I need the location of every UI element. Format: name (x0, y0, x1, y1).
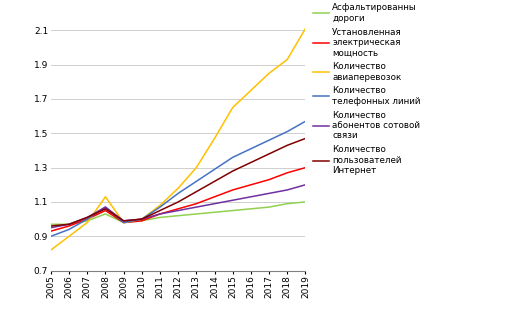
Line: Количество
телефонных линий: Количество телефонных линий (51, 121, 305, 236)
Асфальтированны
дороги (139, 219, 145, 223)
Установленная
электрическая
мощность (266, 178, 272, 182)
Количество
авиаперевозок (121, 220, 127, 224)
Асфальтированны
дороги (84, 219, 90, 223)
Количество
пользователей
Интернет (248, 160, 254, 164)
Количество
пользователей
Интернет (139, 217, 145, 221)
Количество
абонентов сотовой
связи (48, 226, 54, 230)
Установленная
электрическая
мощность (302, 166, 308, 170)
Количество
авиаперевозок (266, 71, 272, 75)
Асфальтированны
дороги (48, 222, 54, 226)
Line: Количество
абонентов сотовой
связи: Количество абонентов сотовой связи (51, 185, 305, 228)
Асфальтированны
дороги (102, 212, 108, 216)
Установленная
электрическая
мощность (175, 207, 181, 211)
Количество
авиаперевозок (193, 166, 200, 170)
Количество
пользователей
Интернет (230, 169, 236, 173)
Количество
абонентов сотовой
связи (302, 183, 308, 187)
Количество
телефонных линий (266, 138, 272, 142)
Количество
телефонных линий (302, 119, 308, 123)
Асфальтированны
дороги (157, 215, 163, 219)
Установленная
электрическая
мощность (193, 202, 200, 206)
Количество
пользователей
Интернет (48, 224, 54, 228)
Количество
телефонных линий (66, 227, 72, 231)
Количество
телефонных линий (139, 217, 145, 221)
Асфальтированны
дороги (211, 210, 217, 214)
Количество
авиаперевозок (248, 88, 254, 92)
Количество
пользователей
Интернет (121, 219, 127, 223)
Количество
авиаперевозок (157, 203, 163, 207)
Количество
абонентов сотовой
связи (211, 202, 217, 206)
Количество
авиаперевозок (102, 195, 108, 199)
Асфальтированны
дороги (175, 214, 181, 218)
Установленная
электрическая
мощность (211, 195, 217, 199)
Количество
телефонных линий (48, 234, 54, 238)
Количество
пользователей
Интернет (211, 180, 217, 183)
Количество
абонентов сотовой
связи (266, 191, 272, 195)
Количество
телефонных линий (211, 167, 217, 171)
Количество
абонентов сотовой
связи (121, 219, 127, 223)
Количество
пользователей
Интернет (157, 209, 163, 213)
Асфальтированны
дороги (266, 205, 272, 209)
Установленная
электрическая
мощность (284, 171, 290, 175)
Legend: Асфальтированны
дороги, Установленная
электрическая
мощность, Количество
авиапер: Асфальтированны дороги, Установленная эл… (313, 3, 421, 175)
Количество
абонентов сотовой
связи (66, 222, 72, 226)
Количество
авиаперевозок (66, 234, 72, 238)
Количество
абонентов сотовой
связи (193, 205, 200, 209)
Установленная
электрическая
мощность (102, 209, 108, 213)
Количество
абонентов сотовой
связи (230, 198, 236, 202)
Количество
абонентов сотовой
связи (102, 205, 108, 209)
Количество
авиаперевозок (284, 57, 290, 61)
Line: Количество
авиаперевозок: Количество авиаперевозок (51, 29, 305, 250)
Установленная
электрическая
мощность (157, 212, 163, 216)
Количество
абонентов сотовой
связи (248, 195, 254, 199)
Количество
телефонных линий (84, 217, 90, 221)
Установленная
электрическая
мощность (84, 217, 90, 221)
Установленная
электрическая
мощность (66, 224, 72, 228)
Количество
пользователей
Интернет (266, 152, 272, 156)
Количество
телефонных линий (193, 180, 200, 183)
Количество
пользователей
Интернет (193, 190, 200, 194)
Количество
авиаперевозок (211, 137, 217, 141)
Line: Количество
пользователей
Интернет: Количество пользователей Интернет (51, 139, 305, 226)
Количество
телефонных линий (175, 191, 181, 195)
Количество
пользователей
Интернет (102, 207, 108, 211)
Количество
телефонных линий (284, 130, 290, 134)
Количество
авиаперевозок (230, 106, 236, 110)
Line: Установленная
электрическая
мощность: Установленная электрическая мощность (51, 168, 305, 231)
Асфальтированны
дороги (193, 212, 200, 216)
Количество
пользователей
Интернет (84, 215, 90, 219)
Количество
телефонных линий (248, 147, 254, 151)
Количество
пользователей
Интернет (66, 222, 72, 226)
Количество
абонентов сотовой
связи (157, 212, 163, 216)
Количество
телефонных линий (157, 205, 163, 209)
Асфальтированны
дороги (66, 222, 72, 226)
Установленная
электрическая
мощность (230, 188, 236, 192)
Количество
телефонных линий (230, 155, 236, 159)
Количество
абонентов сотовой
связи (175, 209, 181, 213)
Количество
авиаперевозок (175, 186, 181, 190)
Количество
телефонных линий (102, 205, 108, 209)
Количество
пользователей
Интернет (284, 143, 290, 147)
Количество
пользователей
Интернет (175, 200, 181, 204)
Количество
абонентов сотовой
связи (284, 188, 290, 192)
Количество
авиаперевозок (302, 27, 308, 31)
Количество
пользователей
Интернет (302, 137, 308, 141)
Количество
авиаперевозок (139, 217, 145, 221)
Установленная
электрическая
мощность (248, 183, 254, 187)
Асфальтированны
дороги (230, 209, 236, 213)
Количество
авиаперевозок (84, 220, 90, 224)
Количество
абонентов сотовой
связи (84, 215, 90, 219)
Асфальтированны
дороги (248, 207, 254, 211)
Асфальтированны
дороги (121, 220, 127, 224)
Количество
авиаперевозок (48, 248, 54, 252)
Установленная
электрическая
мощность (121, 220, 127, 224)
Line: Асфальтированны
дороги: Асфальтированны дороги (51, 202, 305, 224)
Количество
телефонных линий (121, 220, 127, 224)
Асфальтированны
дороги (302, 200, 308, 204)
Установленная
электрическая
мощность (139, 219, 145, 223)
Установленная
электрическая
мощность (48, 229, 54, 233)
Асфальтированны
дороги (284, 202, 290, 206)
Количество
абонентов сотовой
связи (139, 217, 145, 221)
